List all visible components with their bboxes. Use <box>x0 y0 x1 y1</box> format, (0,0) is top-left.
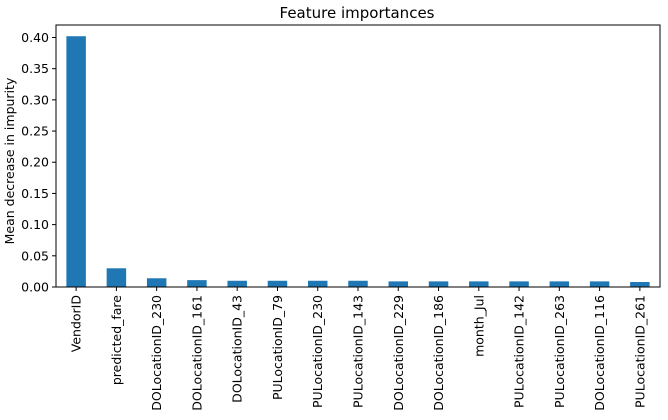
x-tick-label: PULocationID_79 <box>270 295 285 400</box>
y-axis-label: Mean decrease in impurity <box>2 77 17 244</box>
bar-DOLocationID_230 <box>146 278 167 287</box>
bar-PULocationID_263 <box>549 281 570 287</box>
y-tick-label: 0.30 <box>21 92 49 107</box>
bar-DOLocationID_116 <box>589 281 610 287</box>
bar-PULocationID_79 <box>267 280 288 287</box>
y-tick-label: 0.10 <box>21 217 49 232</box>
bar-VendorID <box>66 36 86 287</box>
y-tick-label: 0.35 <box>21 61 49 76</box>
x-tick-label: DOLocationID_43 <box>230 295 245 403</box>
y-tick-label: 0.25 <box>21 124 49 139</box>
x-tick-label: VendorID <box>69 295 84 352</box>
x-tick-label: PULocationID_263 <box>552 295 567 408</box>
x-tick-label: month_Jul <box>471 295 486 357</box>
bars-layer <box>66 36 650 287</box>
y-tick-label: 0.40 <box>21 30 49 45</box>
y-tick-label: 0.15 <box>21 186 49 201</box>
bar-PULocationID_142 <box>509 281 529 287</box>
bar-PULocationID_230 <box>307 280 328 287</box>
x-axis: VendorID predicted_fare DOLocationID_230 DO… <box>69 287 647 411</box>
x-tick-label: PULocationID_261 <box>632 295 647 408</box>
bar-DOLocationID_43 <box>227 280 247 287</box>
bar-DOLocationID_161 <box>187 280 207 287</box>
chart-title: Feature importances <box>280 4 435 22</box>
x-tick-label: PULocationID_230 <box>310 295 325 408</box>
bar-PULocationID_143 <box>348 280 368 287</box>
x-tick-label: predicted_fare <box>109 295 124 385</box>
y-tick-label: 0.05 <box>21 248 49 263</box>
x-tick-label: DOLocationID_161 <box>189 295 204 411</box>
x-tick-label: PULocationID_143 <box>351 295 366 408</box>
x-tick-label: DOLocationID_186 <box>431 295 446 411</box>
y-axis: 0.00 0.05 0.10 0.15 0.20 0.25 0.30 0.35 0.40 <box>21 30 56 295</box>
x-tick-label: DOLocationID_230 <box>149 295 164 411</box>
bar-predicted_fare <box>106 268 127 287</box>
bar-DOLocationID_186 <box>428 281 449 287</box>
y-tick-label: 0.00 <box>21 280 49 295</box>
x-tick-label: DOLocationID_116 <box>592 295 607 411</box>
bar-PULocationID_261 <box>630 282 650 287</box>
y-tick-label: 0.20 <box>21 155 49 170</box>
x-tick-label: DOLocationID_229 <box>391 295 406 411</box>
bar-month_Jul <box>469 281 489 287</box>
plot-frame <box>55 24 661 288</box>
x-tick-label: PULocationID_142 <box>512 295 527 408</box>
bar-DOLocationID_229 <box>388 281 409 287</box>
